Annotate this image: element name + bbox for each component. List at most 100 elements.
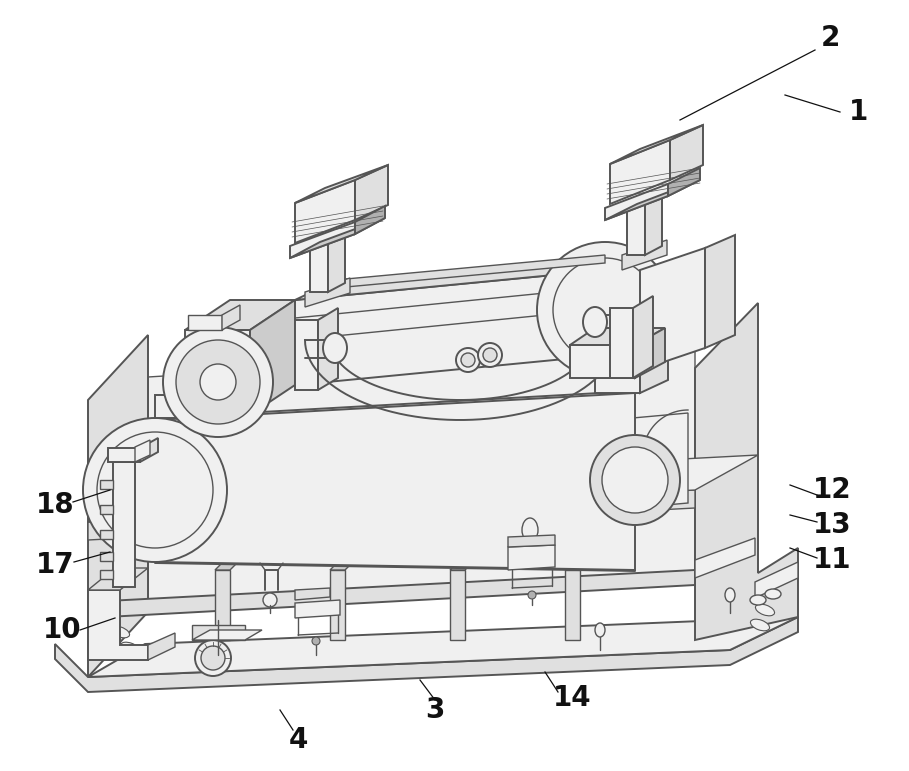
Polygon shape bbox=[640, 248, 705, 370]
Ellipse shape bbox=[121, 642, 140, 654]
Ellipse shape bbox=[528, 591, 536, 599]
Ellipse shape bbox=[583, 307, 607, 337]
Ellipse shape bbox=[595, 623, 605, 637]
Polygon shape bbox=[318, 308, 338, 390]
Ellipse shape bbox=[200, 364, 236, 400]
Polygon shape bbox=[165, 458, 310, 542]
Ellipse shape bbox=[263, 593, 277, 607]
Polygon shape bbox=[295, 258, 630, 300]
Polygon shape bbox=[668, 168, 700, 196]
Polygon shape bbox=[188, 315, 222, 330]
Ellipse shape bbox=[163, 327, 273, 437]
Polygon shape bbox=[450, 570, 465, 640]
Polygon shape bbox=[100, 505, 113, 514]
Polygon shape bbox=[450, 557, 478, 570]
Polygon shape bbox=[295, 588, 330, 600]
Polygon shape bbox=[88, 335, 148, 677]
Polygon shape bbox=[645, 191, 662, 255]
Text: 4: 4 bbox=[288, 726, 307, 754]
Polygon shape bbox=[295, 165, 388, 203]
Polygon shape bbox=[155, 395, 200, 418]
Polygon shape bbox=[265, 270, 605, 388]
Ellipse shape bbox=[456, 348, 480, 372]
Polygon shape bbox=[355, 206, 385, 234]
Ellipse shape bbox=[176, 340, 260, 424]
Polygon shape bbox=[222, 305, 240, 330]
Polygon shape bbox=[627, 200, 645, 255]
Polygon shape bbox=[155, 393, 635, 570]
Polygon shape bbox=[508, 545, 555, 570]
Polygon shape bbox=[565, 570, 580, 640]
Polygon shape bbox=[88, 617, 798, 677]
Ellipse shape bbox=[323, 333, 347, 363]
Ellipse shape bbox=[97, 432, 213, 548]
Ellipse shape bbox=[602, 447, 668, 513]
Ellipse shape bbox=[522, 518, 538, 542]
Ellipse shape bbox=[755, 604, 774, 616]
Polygon shape bbox=[290, 218, 385, 258]
Ellipse shape bbox=[111, 626, 130, 638]
Polygon shape bbox=[695, 303, 798, 640]
Ellipse shape bbox=[201, 646, 225, 670]
Text: 3: 3 bbox=[425, 696, 445, 724]
Polygon shape bbox=[310, 240, 328, 292]
Polygon shape bbox=[330, 570, 345, 640]
Polygon shape bbox=[55, 617, 798, 692]
Polygon shape bbox=[108, 448, 140, 462]
Polygon shape bbox=[605, 180, 700, 220]
Polygon shape bbox=[610, 125, 703, 164]
Ellipse shape bbox=[478, 343, 502, 367]
Polygon shape bbox=[250, 300, 295, 415]
Ellipse shape bbox=[590, 435, 680, 525]
Polygon shape bbox=[88, 590, 148, 660]
Text: 14: 14 bbox=[553, 684, 592, 712]
Polygon shape bbox=[555, 413, 688, 515]
Polygon shape bbox=[100, 570, 113, 579]
Ellipse shape bbox=[461, 353, 475, 367]
Polygon shape bbox=[215, 570, 230, 640]
Polygon shape bbox=[135, 440, 150, 462]
Polygon shape bbox=[622, 240, 667, 270]
Polygon shape bbox=[295, 600, 340, 618]
Polygon shape bbox=[113, 462, 135, 587]
Polygon shape bbox=[330, 557, 358, 570]
Ellipse shape bbox=[725, 588, 735, 602]
Ellipse shape bbox=[83, 418, 227, 562]
Polygon shape bbox=[88, 490, 695, 540]
Text: 17: 17 bbox=[35, 551, 75, 579]
Polygon shape bbox=[192, 630, 262, 640]
Polygon shape bbox=[295, 320, 318, 390]
Ellipse shape bbox=[483, 348, 497, 362]
Polygon shape bbox=[508, 535, 555, 547]
Polygon shape bbox=[610, 308, 633, 378]
Polygon shape bbox=[200, 382, 228, 418]
Polygon shape bbox=[595, 370, 640, 393]
Polygon shape bbox=[140, 438, 158, 462]
Polygon shape bbox=[695, 538, 755, 578]
Polygon shape bbox=[575, 270, 650, 358]
Polygon shape bbox=[705, 235, 735, 348]
Polygon shape bbox=[88, 455, 758, 522]
Polygon shape bbox=[88, 570, 695, 618]
Polygon shape bbox=[670, 125, 703, 180]
Polygon shape bbox=[570, 328, 665, 345]
Ellipse shape bbox=[765, 589, 781, 599]
Polygon shape bbox=[148, 343, 695, 612]
Polygon shape bbox=[335, 255, 605, 288]
Ellipse shape bbox=[195, 640, 231, 676]
Polygon shape bbox=[100, 530, 113, 539]
Polygon shape bbox=[88, 568, 148, 590]
Polygon shape bbox=[635, 328, 665, 378]
Polygon shape bbox=[185, 300, 295, 330]
Polygon shape bbox=[633, 296, 653, 378]
Text: 1: 1 bbox=[848, 98, 867, 126]
Polygon shape bbox=[755, 562, 798, 598]
Ellipse shape bbox=[537, 242, 673, 378]
Polygon shape bbox=[305, 278, 350, 307]
Polygon shape bbox=[192, 625, 245, 640]
Polygon shape bbox=[640, 357, 668, 393]
Ellipse shape bbox=[751, 619, 770, 631]
Text: 2: 2 bbox=[820, 24, 840, 52]
Polygon shape bbox=[355, 165, 388, 220]
Text: 18: 18 bbox=[35, 491, 75, 519]
